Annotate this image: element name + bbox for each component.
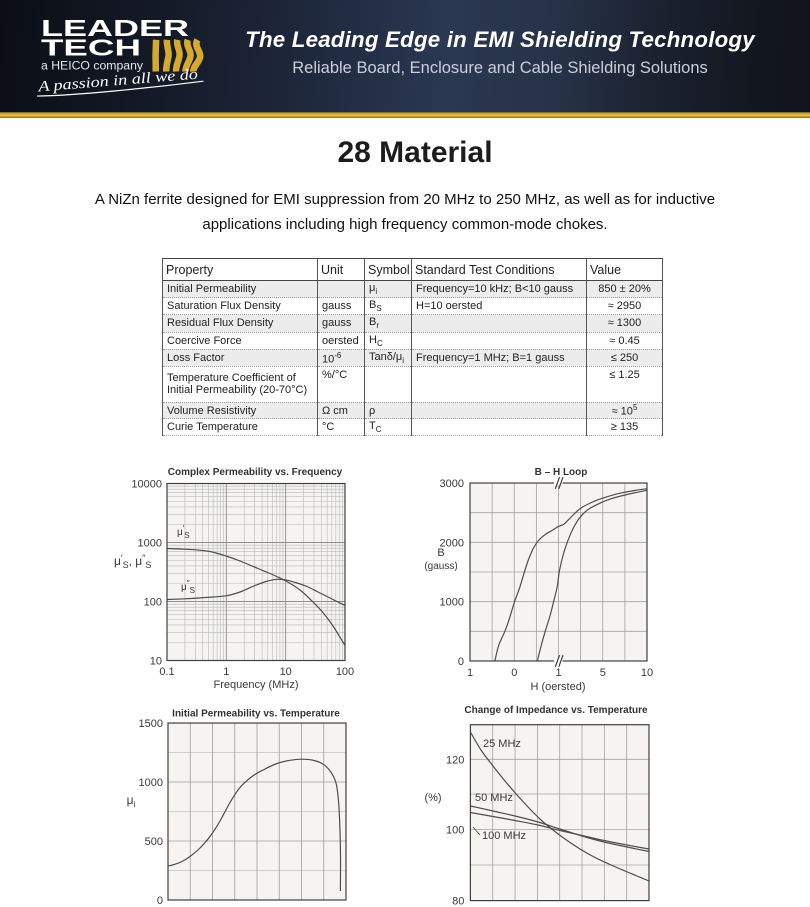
svg-text:0: 0 [458,656,464,668]
svg-text:Frequency (MHz): Frequency (MHz) [214,679,299,691]
svg-text:10: 10 [280,666,292,678]
svg-text:LEADER: LEADER [41,15,190,41]
svg-text:1000: 1000 [138,538,162,550]
svg-text:μi: μi [127,793,136,809]
svg-text:1: 1 [555,667,561,679]
svg-text:B: B [437,547,444,559]
svg-text:50 MHz: 50 MHz [475,792,513,804]
svg-text:1: 1 [467,667,473,679]
svg-text:1000: 1000 [139,777,163,789]
svg-text:10000: 10000 [131,479,162,491]
svg-text:0: 0 [511,667,517,679]
svg-text:B – H Loop: B – H Loop [535,467,588,478]
svg-text:TECH: TECH [41,35,141,61]
svg-text:H (oersted): H (oersted) [530,681,585,693]
svg-text:120: 120 [446,754,464,766]
svg-text:2000: 2000 [440,537,464,549]
svg-text:10: 10 [641,667,653,679]
svg-text:5: 5 [600,667,606,679]
svg-text:500: 500 [145,836,163,848]
svg-text:(gauss): (gauss) [424,561,457,572]
svg-text:10: 10 [150,656,162,668]
svg-text:0.1: 0.1 [159,666,174,678]
svg-text:Complex Permeability vs. Frequ: Complex Permeability vs. Frequency [168,467,343,478]
svg-text:a HEICO company: a HEICO company [41,61,143,73]
svg-text:1500: 1500 [139,718,163,730]
svg-text:80: 80 [452,896,464,907]
svg-text:μ′S, μ″S: μ′S, μ″S [114,553,151,570]
svg-text:100: 100 [446,825,464,837]
svg-text:Change of Impedance vs. Temper: Change of Impedance vs. Temperature [464,705,648,716]
svg-text:1000: 1000 [440,597,464,609]
svg-text:Initial Permeability vs. Tempe: Initial Permeability vs. Temperature [172,709,340,720]
svg-text:100: 100 [336,666,354,678]
svg-text:1: 1 [223,666,229,678]
svg-text:100 MHz: 100 MHz [482,830,526,842]
svg-text:(%): (%) [424,792,441,804]
svg-text:0: 0 [157,895,163,907]
svg-text:100: 100 [144,597,162,609]
svg-text:3000: 3000 [440,478,464,490]
svg-text:25 MHz: 25 MHz [483,738,521,750]
